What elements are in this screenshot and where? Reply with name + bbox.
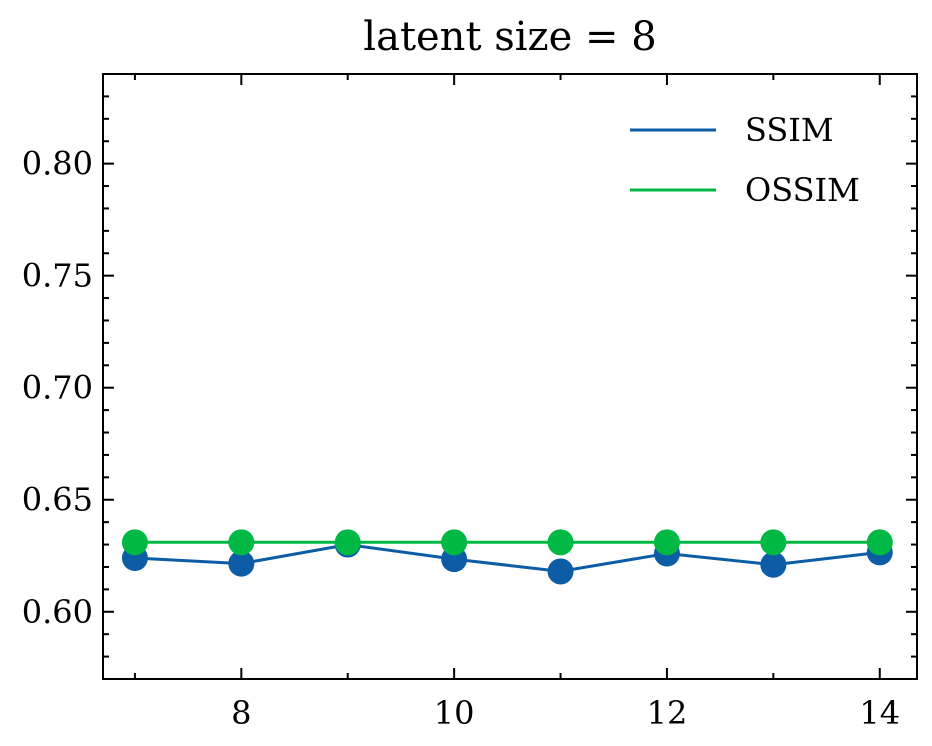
ossim-point xyxy=(121,529,148,556)
axes-frame xyxy=(102,73,918,680)
y-tick-label: 0.65 xyxy=(22,481,93,519)
ossim-point xyxy=(228,529,255,556)
x-tick-label: 10 xyxy=(434,694,475,732)
ossim-point xyxy=(441,529,468,556)
y-tick-label: 0.60 xyxy=(22,593,93,631)
x-tick-label: 14 xyxy=(859,694,900,732)
ossim-legend-label: OSSIM xyxy=(745,171,860,209)
ossim-point xyxy=(653,529,680,556)
ssim-point xyxy=(547,558,574,585)
ssim-point xyxy=(760,551,787,578)
ossim-point xyxy=(547,529,574,556)
ssim-point xyxy=(228,550,255,577)
ossim-point xyxy=(866,529,893,556)
series-layer xyxy=(121,529,893,585)
legend: SSIM OSSIM xyxy=(630,111,860,209)
ossim-point xyxy=(760,529,787,556)
chart-title: latent size = 8 xyxy=(363,14,656,60)
x-tick-label: 8 xyxy=(231,694,251,732)
ossim-point xyxy=(334,529,361,556)
y-tick-label: 0.80 xyxy=(22,145,93,183)
ticks-layer: 8 10 12 14 0.60 0.65 0.70 0.75 0.80 xyxy=(22,73,917,732)
x-tick-label: 12 xyxy=(647,694,688,732)
ssim-series-line xyxy=(134,543,880,573)
y-tick-label: 0.70 xyxy=(22,369,93,407)
y-tick-label: 0.75 xyxy=(22,257,93,295)
ssim-legend-label: SSIM xyxy=(745,111,834,149)
